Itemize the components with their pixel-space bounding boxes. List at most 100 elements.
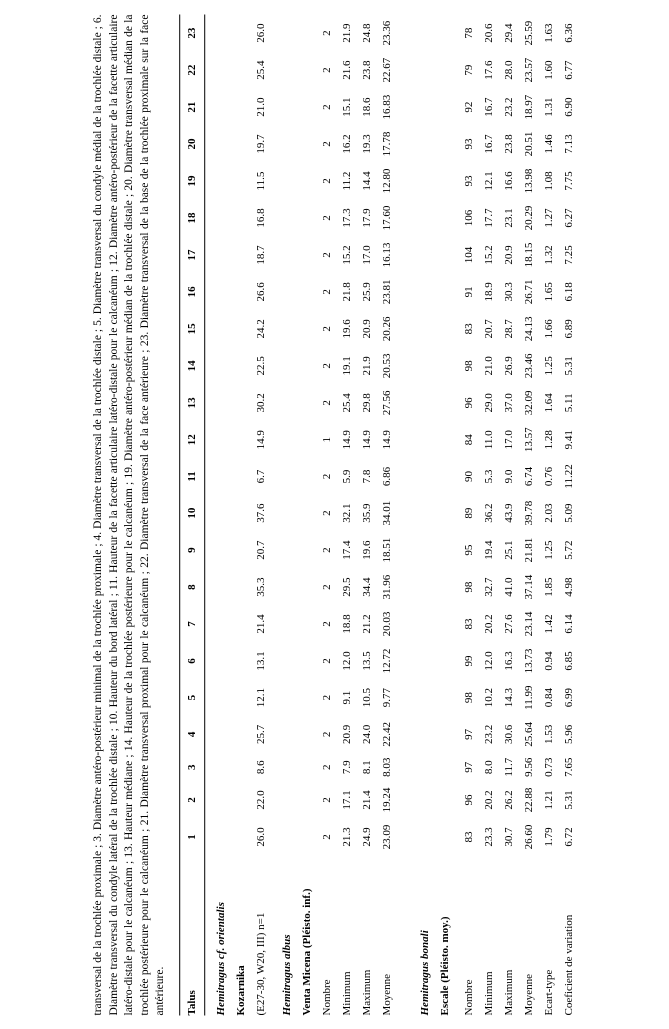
cell: 20.9 [498, 236, 518, 273]
cell: 5.96 [558, 715, 578, 752]
site-escale: Escale (Pléisto. moy.) [434, 14, 454, 1015]
cell: 19.6 [356, 531, 376, 568]
cell: 14.4 [356, 162, 376, 199]
cell: 16.3 [498, 642, 518, 679]
col-14: 14 [179, 347, 204, 384]
cell: 12.0 [336, 642, 356, 679]
cell: 1.64 [538, 384, 558, 421]
cell: 14.9 [336, 421, 356, 458]
cell: 29.4 [498, 14, 518, 51]
cell: 7.8 [356, 458, 376, 494]
table-row: Moyenne23.0919.248.0322.429.7712.7220.03… [376, 14, 396, 1015]
cell: 89 [454, 494, 478, 531]
cell: 1.32 [538, 236, 558, 273]
cell: 23.14 [518, 605, 538, 642]
cell: 2 [316, 605, 336, 642]
cell: 31.96 [376, 568, 396, 605]
col-15: 15 [179, 310, 204, 347]
cell: 95 [454, 531, 478, 568]
cell: 1.08 [538, 162, 558, 199]
table-row: Minimum21.317.17.920.99.112.018.829.517.… [336, 14, 356, 1015]
cell: 26.9 [498, 347, 518, 384]
col-6: 6 [179, 642, 204, 679]
cell: 24.2 [250, 310, 270, 347]
cell: 20.9 [336, 715, 356, 752]
cell: 16.6 [498, 162, 518, 199]
cell: 20.51 [518, 125, 538, 162]
cell: 15.1 [336, 88, 356, 125]
cell: 12.0 [478, 642, 498, 679]
cell: 1.60 [538, 51, 558, 88]
cell: 10.2 [478, 679, 498, 715]
col-talus: Talus [179, 855, 204, 1015]
cell: 26.0 [250, 14, 270, 51]
cell: 14.9 [376, 421, 396, 458]
site-name: Escale (Pléisto. moy.) [434, 14, 454, 1015]
cell: 84 [454, 421, 478, 458]
cell: 2 [316, 818, 336, 855]
cell: 23.57 [518, 51, 538, 88]
cell: 6.99 [558, 679, 578, 715]
cell: 91 [454, 273, 478, 310]
cell: 8.03 [376, 752, 396, 781]
cell: 1.66 [538, 310, 558, 347]
cell: 13.57 [518, 421, 538, 458]
cell: 1.63 [538, 14, 558, 51]
cell: 16.13 [376, 236, 396, 273]
cell: 16.8 [250, 199, 270, 236]
cell: 30.2 [250, 384, 270, 421]
cell: 21.3 [336, 818, 356, 855]
col-10: 10 [179, 494, 204, 531]
cell: 34.4 [356, 568, 376, 605]
cell: 17.0 [498, 421, 518, 458]
cell: 98 [454, 568, 478, 605]
row-label: (E27-30, W20, III) n=1 [250, 855, 270, 1015]
cell: 90 [454, 458, 478, 494]
cell: 14.3 [498, 679, 518, 715]
cell: 20.2 [478, 781, 498, 818]
cell: 4.98 [558, 568, 578, 605]
cell: 1.31 [538, 88, 558, 125]
row-label: Nombre [316, 855, 336, 1015]
cell: 27.6 [498, 605, 518, 642]
cell: 22.67 [376, 51, 396, 88]
cell: 24.9 [356, 818, 376, 855]
cell: 32.09 [518, 384, 538, 421]
cell: 17.1 [336, 781, 356, 818]
cell: 23.36 [376, 14, 396, 51]
cell: 41.0 [498, 568, 518, 605]
cell: 12.80 [376, 162, 396, 199]
cell: 93 [454, 125, 478, 162]
cell: 21.81 [518, 531, 538, 568]
cell: 1.25 [538, 531, 558, 568]
cell: 106 [454, 199, 478, 236]
cell: 8.0 [478, 752, 498, 781]
table-row: Nombre8396979798998398958990849698839110… [454, 14, 478, 1015]
cell: 16.2 [336, 125, 356, 162]
column-header-row: Talus 1234567891011121314151617181920212… [179, 14, 204, 1015]
cell: 21.9 [356, 347, 376, 384]
cell: 30.7 [498, 818, 518, 855]
cell: 25.9 [356, 273, 376, 310]
cell: 1.27 [538, 199, 558, 236]
cell: 23.09 [376, 818, 396, 855]
cell: 17.60 [376, 199, 396, 236]
cell: 11.5 [250, 162, 270, 199]
cell: 83 [454, 818, 478, 855]
cell: 12.1 [250, 679, 270, 715]
cell: 15.2 [478, 236, 498, 273]
row-label: Minimum [478, 855, 498, 1015]
cell: 0.84 [538, 679, 558, 715]
col-4: 4 [179, 715, 204, 752]
cell: 25.59 [518, 14, 538, 51]
cell: 23.46 [518, 347, 538, 384]
cell: 20.6 [478, 14, 498, 51]
table-row: (E27-30, W20, III) n=1 26.022.08.625.712… [250, 14, 270, 1015]
cell: 2 [316, 715, 336, 752]
col-22: 22 [179, 51, 204, 88]
cell: 11.0 [478, 421, 498, 458]
row-label: Ecart-type [538, 855, 558, 1015]
section-title: Hemitragus bonali [396, 14, 434, 1015]
cell: 17.3 [336, 199, 356, 236]
cell: 25.4 [336, 384, 356, 421]
